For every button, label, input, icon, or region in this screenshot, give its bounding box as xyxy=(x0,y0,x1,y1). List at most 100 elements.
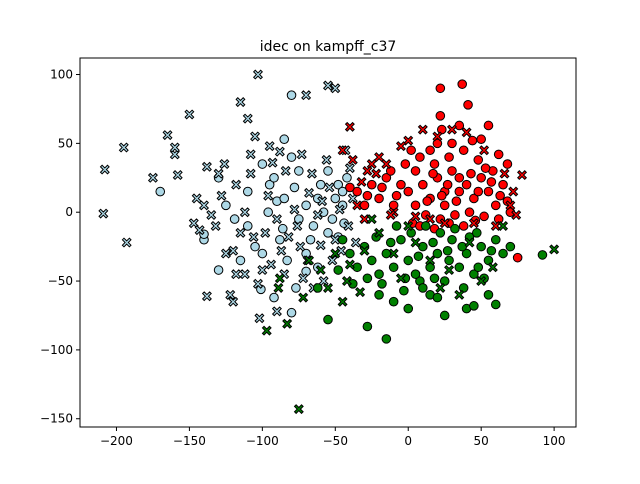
data-point xyxy=(464,207,475,218)
x-tick-label: 50 xyxy=(474,434,489,448)
y-tick-label: −100 xyxy=(40,343,73,357)
data-point xyxy=(219,159,230,170)
data-point xyxy=(388,262,399,273)
data-point xyxy=(294,166,304,176)
data-point xyxy=(286,90,297,100)
data-point xyxy=(486,177,497,187)
data-point xyxy=(371,168,382,179)
data-point xyxy=(413,251,424,262)
data-point xyxy=(293,404,304,415)
data-point xyxy=(261,325,272,336)
data-point xyxy=(292,220,303,231)
data-point xyxy=(505,200,516,211)
data-point xyxy=(432,131,443,142)
data-point xyxy=(432,292,443,303)
data-point xyxy=(252,69,263,80)
data-point xyxy=(381,334,392,344)
data-point xyxy=(298,292,309,303)
data-point xyxy=(439,310,450,321)
data-point xyxy=(280,165,291,176)
data-point xyxy=(304,187,315,198)
data-point xyxy=(502,159,513,169)
data-point xyxy=(374,227,385,238)
data-point xyxy=(188,218,199,229)
data-point xyxy=(479,145,490,156)
data-point xyxy=(296,149,307,160)
x-tick-label: −100 xyxy=(246,434,279,448)
data-point xyxy=(279,134,290,145)
data-point xyxy=(118,142,129,153)
data-point xyxy=(495,190,505,201)
data-point xyxy=(323,314,333,325)
data-point xyxy=(248,231,259,242)
data-point xyxy=(439,276,450,286)
points-layer xyxy=(98,69,560,415)
data-point xyxy=(155,186,166,197)
data-point xyxy=(447,166,457,176)
plot-frame xyxy=(79,57,577,428)
data-point xyxy=(388,248,399,259)
data-point xyxy=(279,193,290,204)
data-point xyxy=(345,182,355,193)
data-point xyxy=(435,111,446,121)
data-point xyxy=(395,141,406,152)
data-point xyxy=(468,218,479,229)
data-point xyxy=(252,278,263,289)
data-point xyxy=(269,172,279,183)
data-point xyxy=(451,196,462,206)
data-point xyxy=(436,190,447,201)
chart-title: idec on kampff_c37 xyxy=(260,39,397,55)
data-point xyxy=(463,100,473,110)
data-point xyxy=(269,292,279,303)
data-point xyxy=(396,179,406,190)
data-point xyxy=(282,255,292,266)
data-point xyxy=(442,245,453,256)
data-point xyxy=(461,127,472,138)
data-point xyxy=(239,269,250,280)
data-point xyxy=(374,269,384,279)
data-point xyxy=(264,179,275,190)
data-point xyxy=(473,155,484,165)
data-point xyxy=(473,186,484,197)
data-point xyxy=(410,269,421,279)
data-point xyxy=(418,241,428,252)
data-point xyxy=(273,282,284,293)
data-point xyxy=(444,265,455,276)
data-point xyxy=(271,214,282,225)
data-point xyxy=(403,220,414,231)
data-point xyxy=(356,176,367,187)
data-point xyxy=(483,186,494,197)
data-point xyxy=(493,149,504,160)
data-point xyxy=(327,255,338,266)
data-point xyxy=(172,170,183,181)
data-point xyxy=(169,142,180,153)
data-point xyxy=(480,163,491,173)
y-tick-label: 0 xyxy=(65,205,73,219)
data-point xyxy=(469,301,479,311)
data-point xyxy=(454,172,465,183)
data-point xyxy=(467,135,478,146)
data-point xyxy=(242,221,253,231)
data-point xyxy=(169,149,180,160)
data-point xyxy=(274,273,285,284)
data-point xyxy=(479,211,489,222)
data-point xyxy=(250,241,260,252)
data-point xyxy=(410,211,421,222)
data-point xyxy=(490,299,501,310)
data-point xyxy=(464,237,475,248)
data-point xyxy=(330,248,341,259)
data-point xyxy=(476,241,486,252)
data-point xyxy=(337,234,348,245)
data-point xyxy=(317,196,328,207)
data-point xyxy=(476,134,486,145)
data-point xyxy=(322,80,334,91)
data-point xyxy=(308,221,319,231)
data-point xyxy=(344,259,355,270)
data-point xyxy=(315,179,326,190)
data-point xyxy=(458,145,469,156)
data-point xyxy=(289,182,300,193)
y-tick-label: −150 xyxy=(40,412,73,426)
data-point xyxy=(206,209,217,220)
data-point xyxy=(385,237,396,248)
data-point xyxy=(235,227,246,238)
